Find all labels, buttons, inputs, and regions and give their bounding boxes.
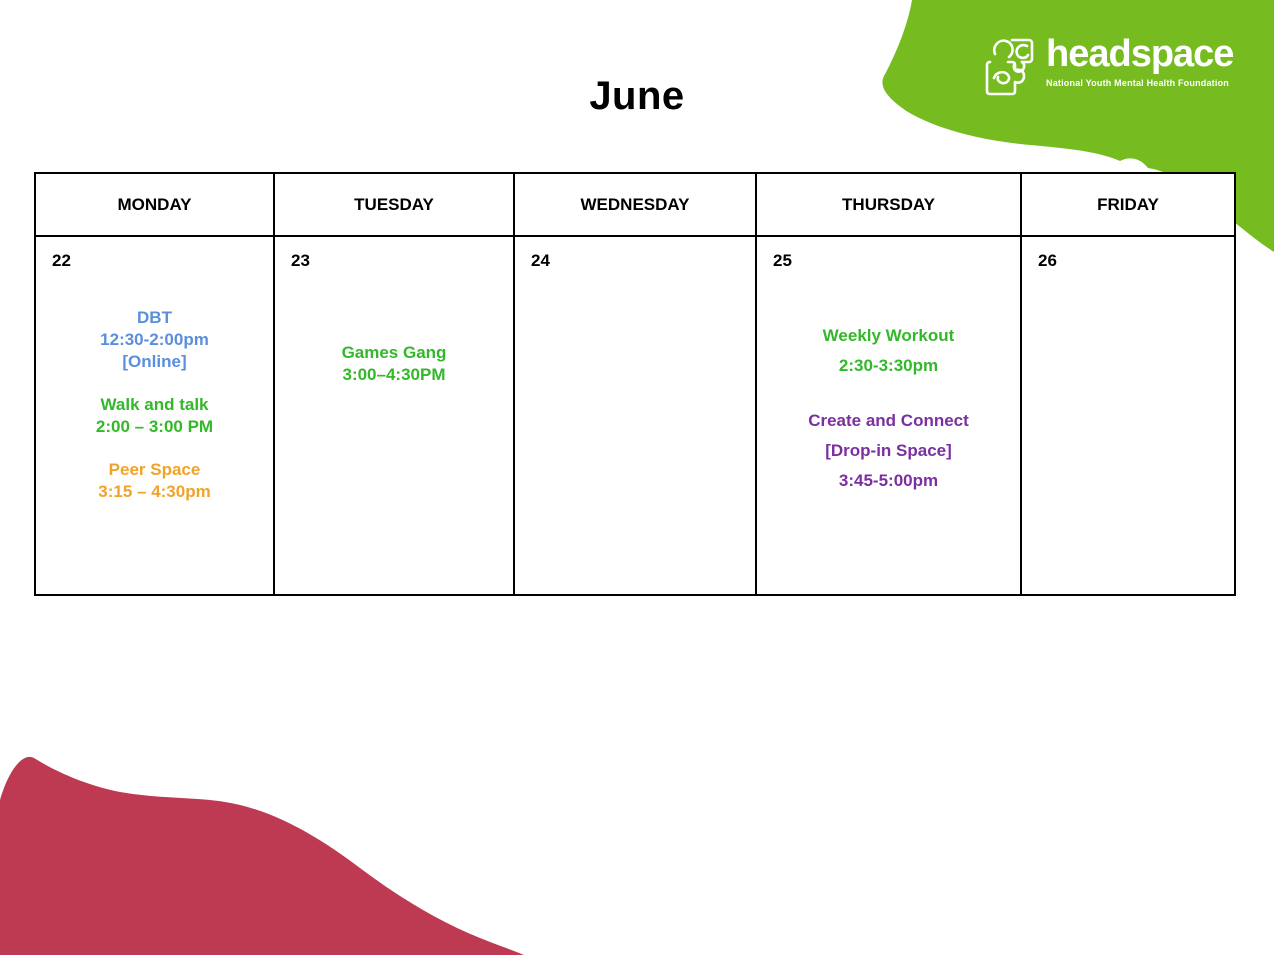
red-corner-blob <box>0 756 524 955</box>
logo-wordmark: headspace <box>1046 33 1234 75</box>
event-group-walk-and-talk: Walk and talk 2:00 – 3:00 PM <box>36 394 273 438</box>
day-number: 25 <box>773 251 792 270</box>
event-line: 12:30-2:00pm <box>100 330 209 349</box>
event-group-create-and-connect: Create and Connect [Drop-in Space] 3:45-… <box>757 406 1020 496</box>
event-line: Games Gang <box>341 343 447 362</box>
red-blob-shape <box>0 756 524 955</box>
day-number: 23 <box>291 251 310 270</box>
event-group-peer-space: Peer Space 3:15 – 4:30pm <box>36 459 273 503</box>
event-line: Walk and talk <box>100 395 209 414</box>
event-line: 3:00–4:30PM <box>342 365 446 384</box>
event-line: 2:00 – 3:00 PM <box>95 417 214 436</box>
calendar-table: MONDAY TUESDAY WEDNESDAY THURSDAY FRIDAY… <box>34 172 1236 596</box>
event-line: Create and Connect <box>808 411 969 430</box>
day-number: 22 <box>52 251 71 270</box>
day-events: Games Gang 3:00–4:30PM <box>275 342 513 386</box>
event-line: [Online] <box>122 352 187 371</box>
event-line: DBT <box>137 308 172 327</box>
headspace-puzzle-person-icon <box>985 38 1034 96</box>
green-corner-blob <box>882 0 1274 252</box>
day-header-monday: MONDAY <box>36 174 275 237</box>
green-blob-shape <box>882 0 1274 252</box>
day-header-thursday: THURSDAY <box>757 174 1022 237</box>
event-group-dbt: DBT 12:30-2:00pm [Online] <box>36 307 273 373</box>
event-line: Weekly Workout <box>822 326 955 345</box>
day-header-tuesday: TUESDAY <box>275 174 515 237</box>
logo-tagline: National Youth Mental Health Foundation <box>1046 78 1229 88</box>
event-line: Peer Space <box>108 460 201 479</box>
day-cell-friday: 26 <box>1022 237 1234 594</box>
day-cell-tuesday: 23 Games Gang 3:00–4:30PM <box>275 237 515 594</box>
day-header-friday: FRIDAY <box>1022 174 1234 237</box>
event-line: 3:15 – 4:30pm <box>98 482 211 501</box>
headspace-logo: headspace National Youth Mental Health F… <box>981 33 1234 100</box>
day-events: DBT 12:30-2:00pm [Online] Walk and talk … <box>36 307 273 503</box>
event-group-weekly-workout: Weekly Workout 2:30-3:30pm <box>757 321 1020 381</box>
event-line: 3:45-5:00pm <box>838 471 939 490</box>
event-line: [Drop-in Space] <box>825 441 952 460</box>
day-cell-thursday: 25 Weekly Workout 2:30-3:30pm Create and… <box>757 237 1022 594</box>
event-line: 2:30-3:30pm <box>838 356 939 375</box>
day-header-wednesday: WEDNESDAY <box>515 174 757 237</box>
day-number: 24 <box>531 251 550 270</box>
event-group-games-gang: Games Gang 3:00–4:30PM <box>275 342 513 386</box>
month-title: June <box>589 74 685 118</box>
day-number: 26 <box>1038 251 1057 270</box>
day-cell-monday: 22 DBT 12:30-2:00pm [Online] Walk and ta… <box>36 237 275 594</box>
logo-text-block: headspace National Youth Mental Health F… <box>1046 33 1234 88</box>
day-cell-wednesday: 24 <box>515 237 757 594</box>
day-events: Weekly Workout 2:30-3:30pm Create and Co… <box>757 321 1020 496</box>
